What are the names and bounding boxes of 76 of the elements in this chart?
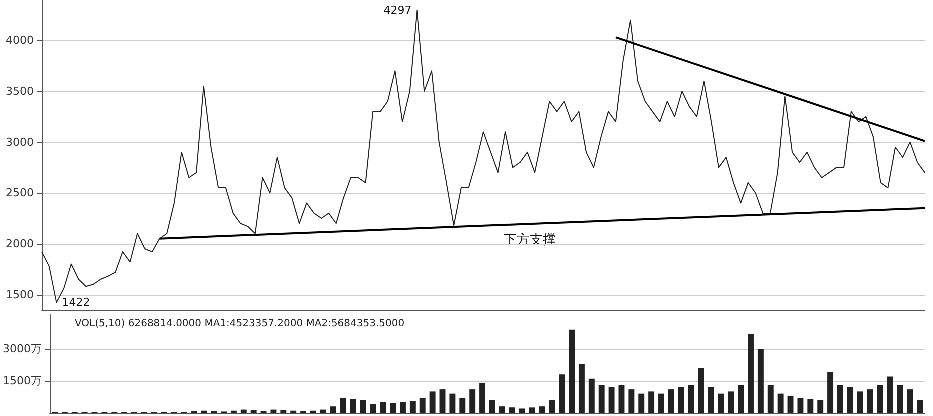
bar: [539, 406, 546, 413]
y-tick-label: 2500: [6, 186, 34, 200]
bar: [638, 394, 645, 413]
annotation: 4297: [384, 4, 412, 17]
bar: [598, 385, 605, 413]
bar: [250, 410, 257, 413]
bar: [340, 398, 346, 413]
y-tick-label: 2000: [6, 237, 34, 250]
bar: [330, 406, 336, 413]
bar: [828, 372, 834, 413]
y-tick-label: 1500万: [2, 374, 42, 388]
bar: [370, 404, 376, 413]
bar: [420, 398, 426, 413]
y-tick-label: 1500: [6, 288, 34, 302]
bar: [360, 400, 366, 413]
bar: [460, 398, 466, 413]
bar: [578, 364, 585, 413]
bar: [400, 402, 406, 413]
bar: [489, 400, 496, 413]
bar: [708, 387, 714, 413]
bar: [748, 334, 754, 413]
bar: [838, 385, 844, 413]
bar: [907, 390, 914, 413]
bar: [808, 399, 814, 413]
bar: [270, 410, 277, 413]
bar: [320, 410, 326, 413]
bar: [648, 392, 655, 413]
bar: [788, 396, 794, 413]
bar: [480, 383, 486, 413]
bar: [758, 349, 764, 413]
y-tick-label: 3000万: [2, 342, 42, 356]
bar: [688, 385, 694, 413]
bar: [798, 398, 804, 413]
bar: [240, 410, 247, 413]
bar: [877, 385, 884, 413]
bar: [569, 330, 575, 413]
bar: [529, 408, 536, 413]
bar: [519, 408, 526, 413]
bar: [618, 385, 625, 413]
bar: [350, 399, 356, 413]
bar: [509, 408, 516, 413]
bar: [588, 378, 595, 413]
bar: [450, 394, 456, 413]
bar: [658, 394, 664, 413]
bar: [410, 401, 416, 413]
y-tick-label: 3000: [6, 136, 34, 149]
bar: [718, 394, 724, 413]
bar: [738, 385, 744, 413]
bar: [857, 392, 864, 413]
bar: [917, 400, 924, 413]
bar: [280, 410, 287, 413]
bar: [390, 403, 396, 413]
chart-title: VOL(5,10) 6268814.0000 MA1:4523357.2000 MA2:5684353.5000: [75, 318, 405, 330]
bar: [768, 385, 774, 413]
bar: [728, 392, 734, 413]
bar: [778, 394, 784, 413]
bar: [818, 400, 824, 413]
bar: [867, 390, 874, 413]
bar: [470, 390, 476, 413]
bar: [549, 400, 556, 413]
bar: [698, 368, 704, 413]
bar: [499, 406, 506, 413]
y-tick-label: 3500: [6, 84, 34, 98]
bar: [678, 387, 684, 413]
bar: [668, 390, 674, 413]
bar: [628, 390, 635, 413]
bar: [608, 387, 615, 413]
bar: [897, 385, 904, 413]
bar: [380, 402, 386, 413]
bar: [847, 387, 854, 413]
y-tick-label: 4000: [6, 34, 34, 48]
bar: [440, 390, 446, 413]
bar: [430, 392, 436, 413]
bar: [559, 374, 566, 413]
bar: [887, 376, 894, 413]
annotation: 1422: [62, 296, 90, 310]
